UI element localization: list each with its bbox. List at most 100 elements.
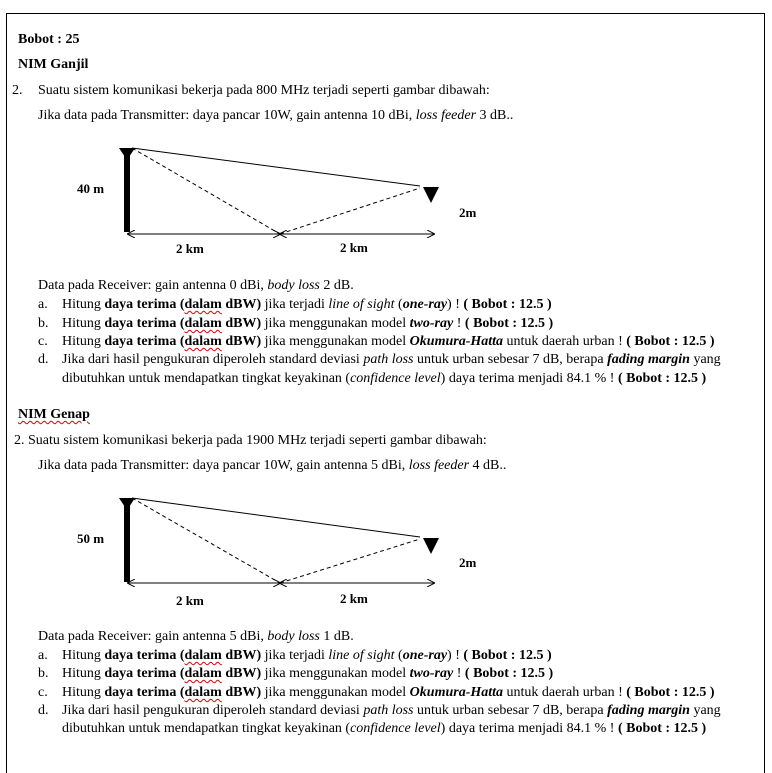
item-bobot: ( Bobot : 12.5 ) (464, 666, 554, 681)
item-italic: line of sight (328, 297, 395, 312)
item-bold: dBW) (221, 297, 262, 312)
direct-path-line (131, 497, 421, 538)
tx-data-genap: Jika data pada Transmitter: daya pancar … (38, 458, 506, 474)
item-b-ganjil: b. Hitung daya terima (dalam dBW) jika me… (38, 316, 553, 332)
item-bold-italic: Okumura-Hatta (409, 685, 504, 700)
document-frame (6, 13, 765, 773)
tx-antenna-icon (119, 498, 135, 510)
section-title-ganjil: NIM Ganjil (18, 57, 88, 73)
item-d-genap-line2: dibutuhkan untuk mendapatkan tingkat key… (62, 721, 706, 737)
item-text: ) daya terima menjadi 84.1 % ! (440, 721, 618, 736)
item-d-ganjil: d. Jika dari hasil pengukuran diperoleh s… (38, 352, 721, 368)
item-text: ) ! (447, 297, 464, 312)
item-text: jika terjadi (261, 648, 329, 663)
item-italic: path loss (363, 352, 414, 367)
body-loss-term: body loss (267, 278, 320, 293)
reflected-path-incident (131, 497, 281, 584)
item-text: Jika dari hasil pengukuran diperoleh sta… (62, 703, 364, 718)
tx-data-text-end: 3 dB.. (476, 108, 514, 123)
item-text: Jika dari hasil pengukuran diperoleh sta… (62, 352, 364, 367)
item-text: jika terjadi (261, 297, 329, 312)
question-number: 2. (12, 83, 23, 98)
item-text: Hitung (62, 297, 105, 312)
rx-data-text: Data pada Receiver: gain antenna 0 dBi, (38, 278, 268, 293)
rx-height-label: 2m (459, 555, 477, 570)
section-title-genap: NIM Genap (18, 407, 90, 423)
item-bold: dBW) (221, 316, 262, 331)
item-bold: dalam (184, 334, 222, 349)
question-ganjil: 2. Suatu sistem komunikasi bekerja pada 8… (12, 83, 490, 99)
item-bold: dalam (184, 685, 222, 700)
item-bobot: ( Bobot : 12.5 ) (626, 334, 715, 349)
item-bold: ( (176, 685, 185, 700)
item-a-ganjil: a. Hitung daya terima (dalam dBW) jika te… (38, 297, 552, 313)
item-bold: dBW) (221, 666, 262, 681)
section-title-text: NIM Genap (18, 407, 90, 422)
rx-antenna-icon (423, 187, 439, 203)
rx-height-label: 2m (459, 205, 477, 220)
item-d-ganjil-line2: dibutuhkan untuk mendapatkan tingkat key… (62, 371, 706, 387)
section-title-text: NIM Ganjil (18, 57, 89, 72)
tx-height-label: 50 m (77, 531, 104, 546)
item-bold: dBW) (221, 334, 262, 349)
item-text: untuk urban sebesar 7 dB, berapa (413, 352, 608, 367)
loss-feeder-term: loss feeder (408, 458, 470, 473)
item-d-genap: d. Jika dari hasil pengukuran diperoleh s… (38, 703, 721, 719)
item-italic: line of sight (328, 648, 395, 663)
item-bold-italic: fading margin (607, 352, 690, 367)
item-italic: confidence level (350, 371, 441, 386)
item-bobot: ( Bobot : 12.5 ) (617, 371, 707, 386)
item-label: c. (38, 685, 48, 700)
rx-data-genap: Data pada Receiver: gain antenna 5 dBi, … (38, 629, 354, 645)
item-text: dibutuhkan untuk mendapatkan tingkat key… (62, 371, 351, 386)
item-bold: ( (176, 334, 185, 349)
rx-data-ganjil: Data pada Receiver: gain antenna 0 dBi, … (38, 278, 354, 294)
item-text: jika menggunakan model (261, 685, 410, 700)
rx-data-text-end: 1 dB. (319, 629, 354, 644)
item-text: Hitung (62, 316, 105, 331)
item-bold: dalam (184, 666, 222, 681)
item-label: b. (38, 316, 49, 331)
bobot-header: Bobot : 25 (18, 32, 80, 47)
item-italic: confidence level (350, 721, 441, 736)
item-text: Hitung (62, 648, 105, 663)
question-genap: 2. Suatu sistem komunikasi bekerja pada … (14, 433, 487, 448)
item-text: dibutuhkan untuk mendapatkan tingkat key… (62, 721, 351, 736)
item-bold: ( (176, 297, 185, 312)
item-text: Hitung (62, 685, 105, 700)
item-bold: daya terima (104, 666, 177, 681)
item-bold: dalam (184, 316, 222, 331)
question-text: Suatu sistem komunikasi bekerja pada 800… (38, 83, 490, 98)
item-label: c. (38, 334, 48, 349)
item-bold: dalam (184, 648, 222, 663)
item-bobot: ( Bobot : 12.5 ) (463, 297, 552, 312)
reflected-path-reflected (279, 538, 421, 584)
item-bold-italic: two-ray (409, 666, 454, 681)
item-italic: path loss (363, 703, 414, 718)
item-label: a. (38, 297, 48, 312)
item-text: jika menggunakan model (261, 666, 410, 681)
item-text: jika menggunakan model (261, 334, 410, 349)
item-label: a. (38, 648, 48, 663)
item-bold-italic: two-ray (409, 316, 454, 331)
item-c-ganjil: c. Hitung daya terima (dalam dBW) jika me… (38, 334, 715, 350)
item-text: ! (453, 316, 465, 331)
item-bobot: ( Bobot : 12.5 ) (464, 316, 554, 331)
item-bobot: ( Bobot : 12.5 ) (463, 648, 552, 663)
item-bold: dBW) (221, 685, 262, 700)
item-text: jika menggunakan model (261, 316, 410, 331)
item-text: untuk urban sebesar 7 dB, berapa (413, 703, 608, 718)
tx-tower (124, 150, 130, 232)
item-bold: dalam (184, 297, 222, 312)
rx-antenna-icon (423, 538, 439, 554)
tx-data-ganjil: Jika data pada Transmitter: daya pancar … (38, 108, 513, 124)
item-bobot: ( Bobot : 12.5 ) (626, 685, 715, 700)
reflected-path-reflected (279, 187, 421, 235)
loss-feeder-term: loss feeder (415, 108, 477, 123)
body-loss-term: body loss (267, 629, 320, 644)
item-c-genap: c. Hitung daya terima (dalam dBW) jika me… (38, 685, 715, 701)
item-text: untuk daerah urban ! (503, 334, 627, 349)
item-text: ( (394, 648, 403, 663)
